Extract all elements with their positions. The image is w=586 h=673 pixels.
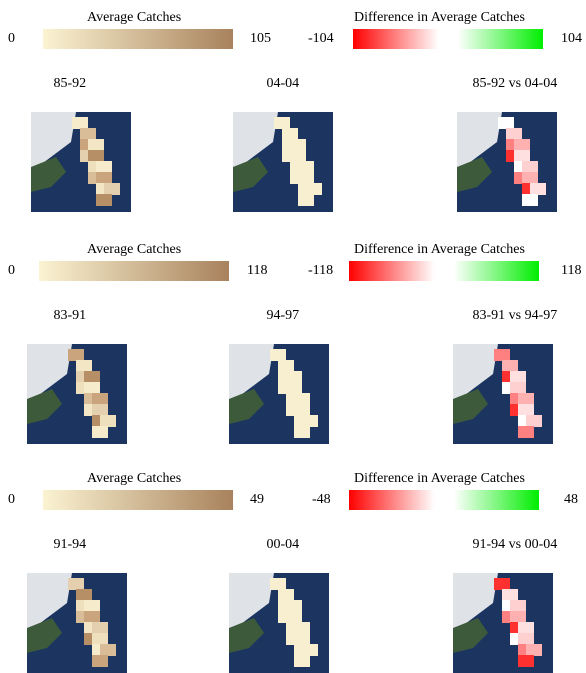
map: [31, 112, 131, 212]
legend-title: Difference in Average Catches: [354, 242, 525, 258]
map: [229, 344, 329, 444]
map-label: 91-94 vs 00-04: [473, 537, 558, 553]
legend-title: Average Catches: [87, 471, 181, 487]
map-label: 85-92 vs 04-04: [473, 76, 558, 92]
legend-min: 0: [8, 492, 15, 508]
colorbar: [43, 490, 233, 510]
map-label: 91-94: [54, 537, 87, 553]
legend-min: -104: [308, 31, 334, 47]
map-label: 94-97: [267, 308, 300, 324]
map: [453, 344, 553, 444]
map: [229, 573, 329, 673]
map-label: 85-92: [54, 76, 87, 92]
legend-title: Difference in Average Catches: [354, 471, 525, 487]
map: [453, 573, 553, 673]
legend-max: 49: [250, 492, 264, 508]
map-label: 00-04: [267, 537, 300, 553]
legend-title: Average Catches: [87, 242, 181, 258]
legend-max: 105: [250, 31, 271, 47]
page: Average Catches 0 105 Difference in Average…: [0, 0, 586, 673]
map-label: 04-04: [267, 76, 300, 92]
legend-min: 0: [8, 31, 15, 47]
legend-max: 104: [561, 31, 582, 47]
legend-max: 118: [247, 263, 267, 279]
map-label: 83-91: [54, 308, 87, 324]
legend-min: 0: [8, 263, 15, 279]
legend-title: Average Catches: [87, 10, 181, 26]
map: [233, 112, 333, 212]
colorbar: [39, 261, 229, 281]
legend-max: 48: [564, 492, 578, 508]
map: [457, 112, 557, 212]
map-label: 83-91 vs 94-97: [473, 308, 558, 324]
legend-min: -48: [312, 492, 331, 508]
legend-min: -118: [308, 263, 333, 279]
legend-title: Difference in Average Catches: [354, 10, 525, 26]
colorbar: [43, 29, 233, 49]
legend-max: 118: [561, 263, 581, 279]
colorbar: [353, 29, 543, 49]
colorbar: [349, 261, 539, 281]
colorbar: [349, 490, 539, 510]
map: [27, 573, 127, 673]
map: [27, 344, 127, 444]
